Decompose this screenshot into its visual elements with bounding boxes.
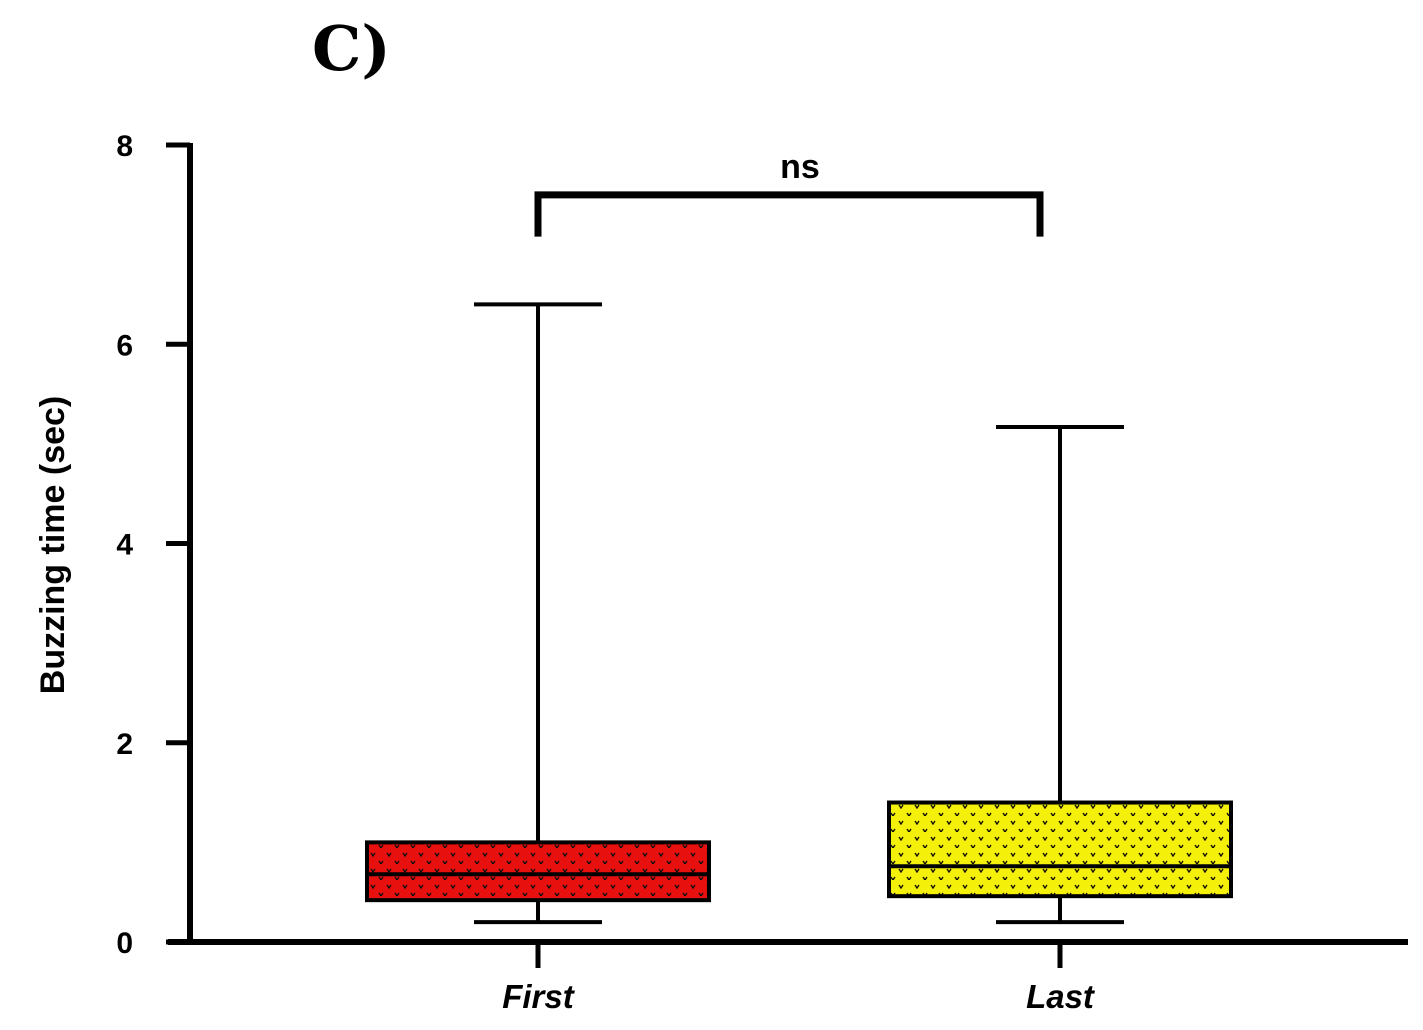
box-last — [887, 424, 1233, 925]
panel-label: C) — [312, 12, 391, 85]
y-ticks: 0 2 4 6 8 — [116, 130, 190, 960]
significance-bracket: ns — [534, 148, 1044, 237]
y-axis-title: Buzzing time (sec) — [34, 396, 72, 694]
iqr-box — [365, 840, 711, 903]
x-tick-label: Last — [1026, 978, 1096, 1015]
y-tick-label: 4 — [116, 529, 133, 562]
boxes — [365, 302, 1233, 925]
significance-label: ns — [780, 148, 820, 186]
iqr-box — [887, 800, 1233, 899]
y-tick-label: 2 — [116, 728, 133, 761]
bracket-line — [534, 191, 1044, 237]
y-tick-label: 6 — [116, 329, 133, 362]
x-tick-label: First — [502, 978, 576, 1015]
box-first — [365, 302, 711, 925]
y-tick-label: 0 — [116, 927, 133, 960]
category-labels: First Last — [502, 942, 1096, 1015]
y-tick-label: 8 — [116, 130, 133, 163]
